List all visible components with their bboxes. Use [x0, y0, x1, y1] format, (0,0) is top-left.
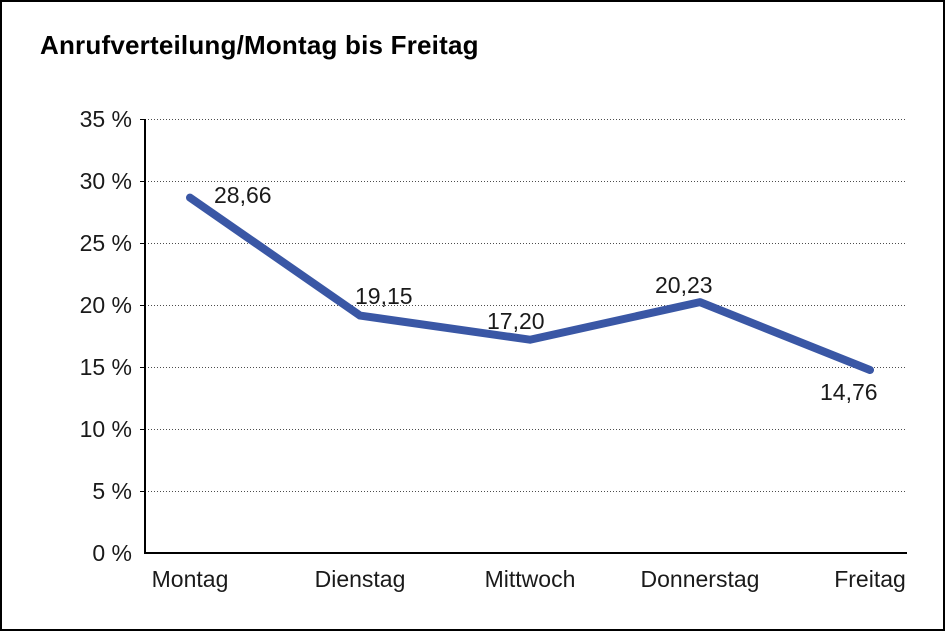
gridline — [145, 428, 907, 430]
gridline — [145, 304, 907, 306]
y-axis-tick — [140, 180, 145, 182]
gridline — [145, 118, 907, 120]
x-axis-label: Freitag — [834, 566, 906, 592]
x-axis-label: Montag — [151, 566, 229, 592]
gridline — [145, 180, 907, 182]
data-point-label: 17,20 — [487, 307, 545, 334]
y-axis-tick — [140, 304, 145, 306]
y-axis-tick — [140, 242, 145, 244]
data-point-label: 14,76 — [820, 378, 878, 405]
chart-title: Anrufverteilung/Montag bis Freitag — [40, 30, 479, 60]
y-axis-tick-label: 5 % — [92, 478, 132, 504]
data-point-label: 20,23 — [655, 272, 713, 299]
x-axis-label: Dienstag — [314, 566, 406, 592]
y-axis-tick — [140, 428, 145, 430]
gridline — [145, 366, 907, 368]
data-point-label: 19,15 — [355, 282, 413, 309]
y-axis — [144, 119, 146, 554]
y-axis-tick — [140, 118, 145, 120]
x-axis — [144, 552, 907, 554]
y-axis-tick-label: 10 % — [79, 416, 132, 442]
x-axis-label: Donnerstag — [640, 566, 760, 592]
y-axis-tick-label: 0 % — [92, 540, 132, 566]
y-axis-tick-label: 20 % — [79, 292, 132, 318]
y-axis-tick-label: 25 % — [79, 230, 132, 256]
data-point-label: 28,66 — [214, 181, 272, 208]
y-axis-tick-label: 30 % — [79, 168, 132, 194]
gridline — [145, 242, 907, 244]
gridline — [145, 490, 907, 492]
x-axis-label: Mittwoch — [484, 566, 576, 592]
y-axis-tick-label: 15 % — [79, 354, 132, 380]
y-axis-tick — [140, 366, 145, 368]
y-axis-tick-label: 35 % — [79, 106, 132, 132]
data-line — [186, 193, 874, 374]
y-axis-tick — [140, 490, 145, 492]
